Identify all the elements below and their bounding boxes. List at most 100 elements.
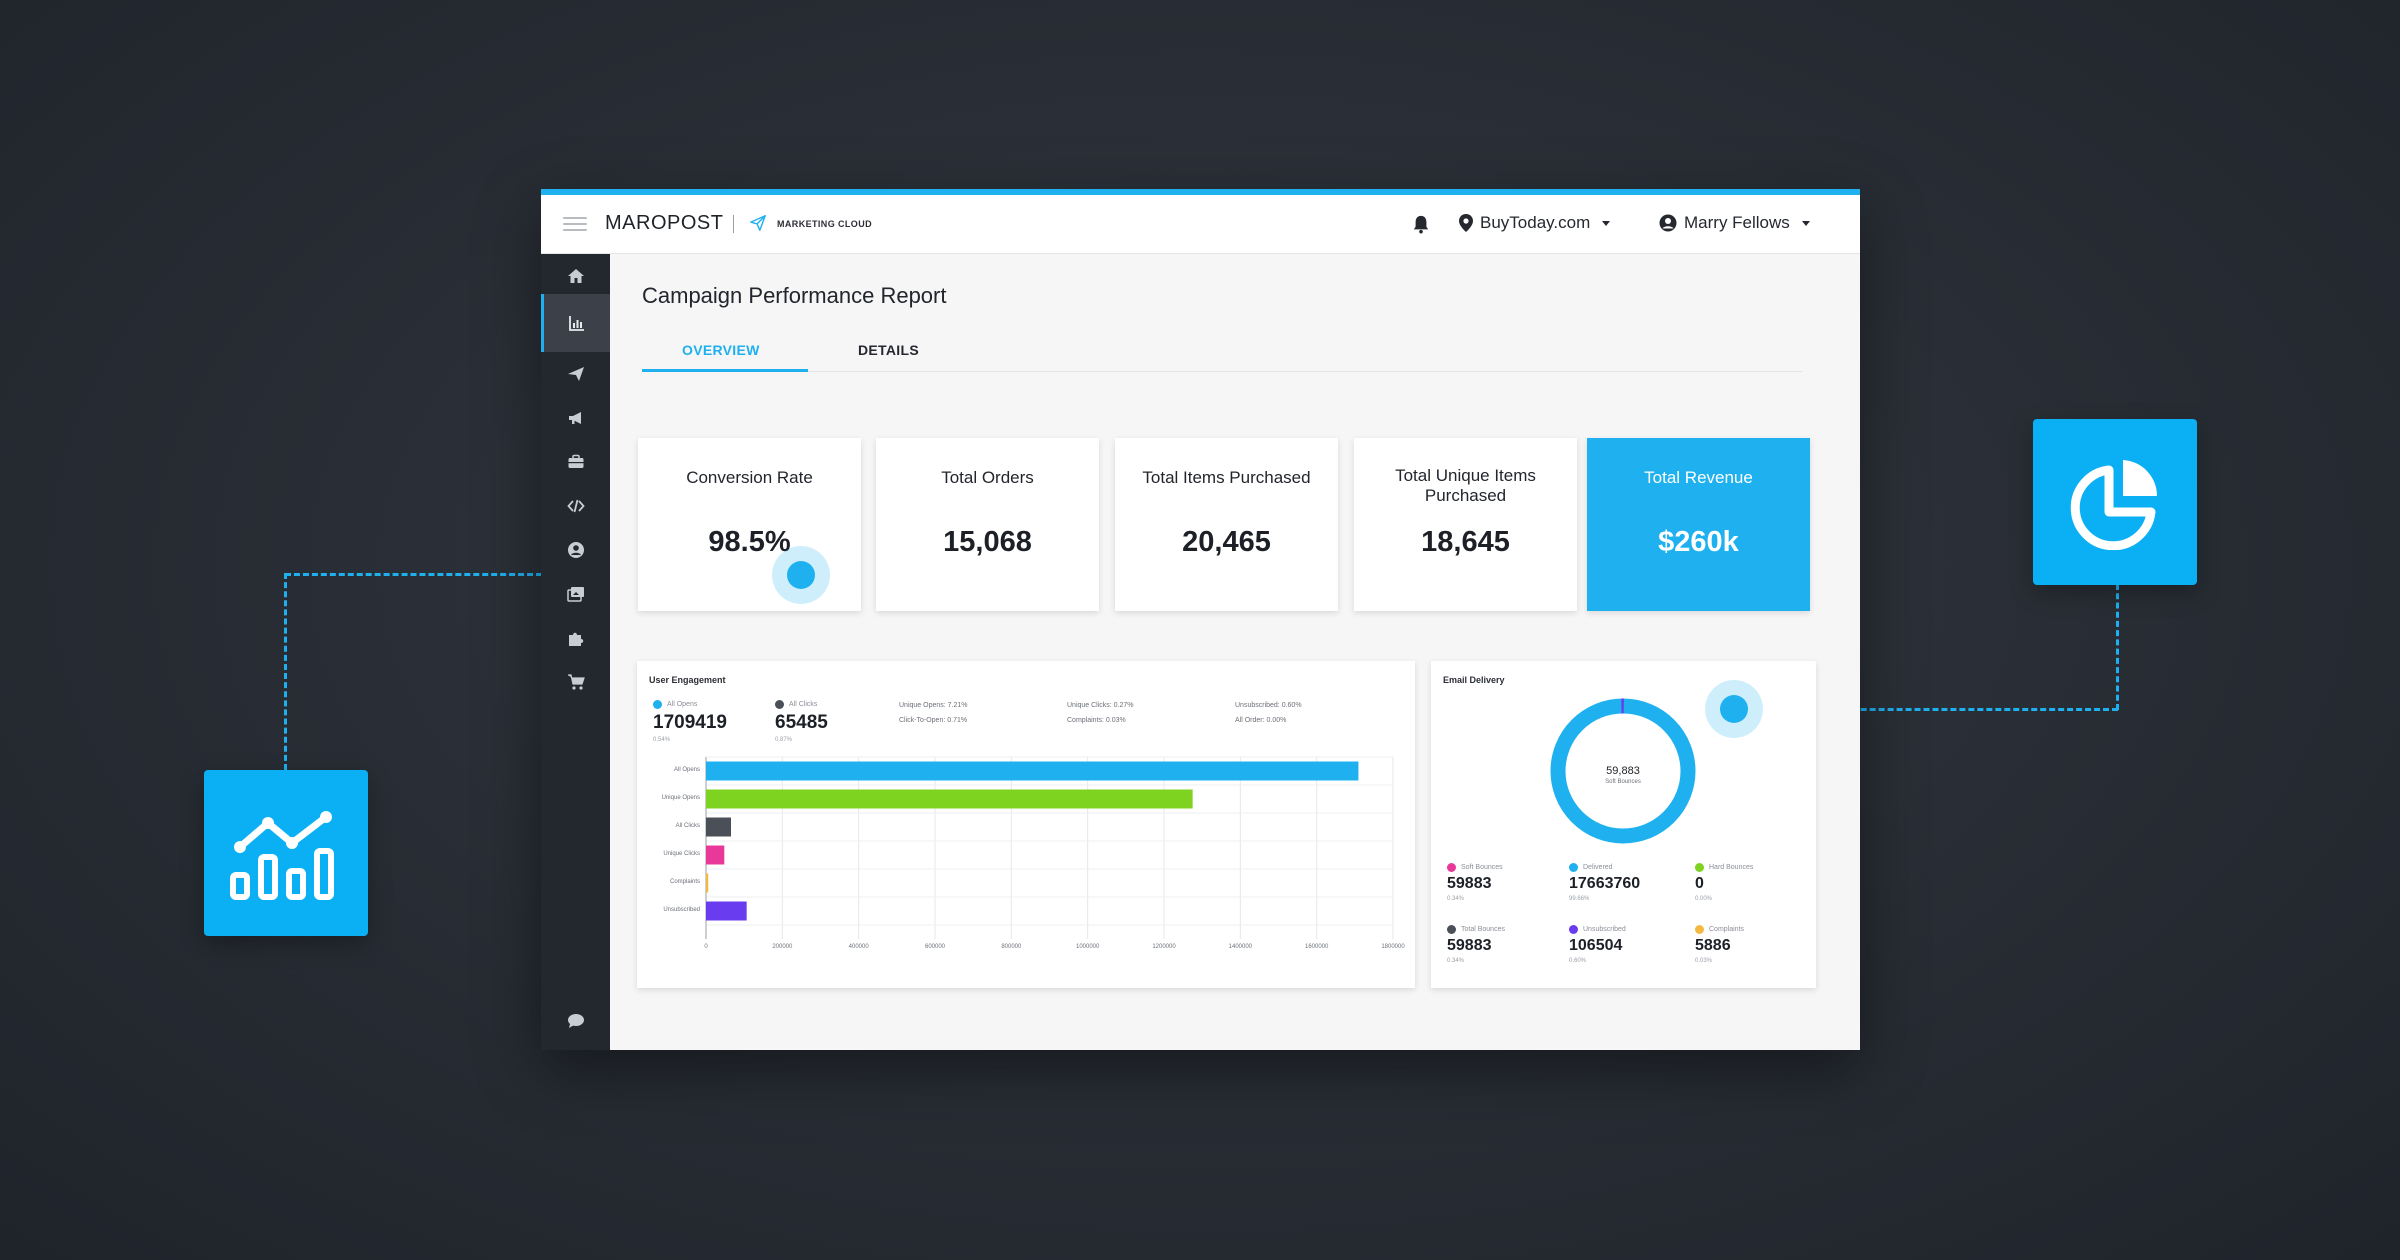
code-icon [566,499,585,513]
kpi-label: Total Revenue [1644,468,1753,487]
report-tabs: OVERVIEW DETAILS [642,332,1802,372]
delivery-stat: Delivered 17663760 99.66% [1569,863,1640,902]
x-tick-label: 1400000 [1228,944,1253,950]
location-pin-icon [1459,214,1473,232]
bar-label: Unique Clicks [663,851,700,857]
legend-dot [653,700,662,709]
menu-icon[interactable] [563,217,587,233]
bar-unique-opens[interactable] [706,789,1193,809]
account-selector[interactable]: BuyToday.com [1459,213,1611,233]
bar-label: All Clicks [675,823,700,829]
kpi-card-total-orders[interactable]: Total Orders 15,068 [876,438,1099,611]
brand-divider [733,215,734,233]
stat-label: Unsubscribed [1583,926,1626,933]
connector-line-right [1735,708,2118,711]
analytics-chart-icon [230,811,334,900]
kpi-value: 20,465 [1182,526,1271,558]
kpi-label: Conversion Rate [686,468,813,487]
stat-label: Hard Bounces [1709,864,1754,871]
legend-dot [1695,925,1704,934]
x-tick-label: 1200000 [1152,944,1176,950]
home-icon [567,269,584,283]
bell-icon[interactable] [1412,214,1430,234]
sidebar-item-code[interactable] [541,484,610,528]
highlight-pulse-right [1705,680,1763,738]
bar-all-clicks[interactable] [706,817,731,837]
x-tick-label: 0 [704,944,708,950]
briefcase-icon [568,454,583,468]
bar-unsubscribed[interactable] [706,901,747,921]
puzzle-icon [568,632,583,646]
x-tick-label: 800000 [1001,944,1022,950]
tab-overview[interactable]: OVERVIEW [682,342,760,358]
sidebar-item-integrations[interactable] [541,616,610,660]
sidebar-item-broadcast[interactable] [541,396,610,440]
donut-center-value: 59,883 [1606,765,1640,777]
delivery-stat: Unsubscribed 106504 0.60% [1569,925,1626,964]
stat-percent: 0.60% [1569,958,1587,964]
analytics-badge [204,770,368,936]
donut-center-label: Soft Bounces [1605,779,1641,785]
mini-stat: Unique Clicks: 0.27% [1067,702,1134,709]
stat-percent: 0.34% [1447,896,1465,902]
mini-stats-col2: Unique Clicks: 0.27% Complaints: 0.03% [1067,698,1134,728]
kpi-value: 15,068 [943,526,1032,558]
bar-all-opens[interactable] [706,761,1359,781]
sidebar-item-commerce[interactable] [541,660,610,704]
kpi-card-conversion-rate[interactable]: Conversion Rate 98.5% [638,438,861,611]
stat-all-opens: All Opens 1709419 0.54% [653,700,727,743]
tab-details[interactable]: DETAILS [858,342,919,358]
panel-title: User Engagement [649,675,726,685]
x-tick-label: 400000 [848,944,869,950]
chevron-down-icon [1801,220,1810,226]
stat-percent: 0.54% [653,737,671,743]
brand-logo: MAROPOST [605,212,724,234]
paper-plane-icon [750,215,766,231]
mini-stat: Click-To-Open: 0.71% [899,717,968,724]
kpi-card-total-revenue[interactable]: Total Revenue $260k [1587,438,1810,611]
kpi-card-total-items[interactable]: Total Items Purchased 20,465 [1115,438,1338,611]
sidebar-item-business[interactable] [541,440,610,484]
account-name: BuyToday.com [1480,213,1591,232]
highlight-pulse-left [772,546,830,604]
legend-dot [1447,863,1456,872]
chat-icon [567,1014,584,1028]
bar-label: Complaints [669,879,700,885]
stat-value: 1709419 [653,712,727,733]
x-tick-label: 1800000 [1381,944,1405,950]
sidebar-item-home[interactable] [541,254,610,298]
legend-dot [1447,925,1456,934]
delivery-stat: Hard Bounces 0 0.00% [1695,863,1753,902]
sidebar-item-campaigns[interactable] [541,352,610,396]
sidebar-item-contacts[interactable] [541,528,610,572]
mini-stat: Unique Opens: 7.21% [899,702,968,709]
delivery-donut-chart [1550,698,1696,844]
bar-unique-clicks[interactable] [706,845,725,865]
product-name: MARKETING CLOUD [777,219,872,229]
stat-label: All Clicks [789,701,818,708]
panel-title: Email Delivery [1443,675,1505,685]
user-menu[interactable]: Marry Fellows [1659,213,1810,233]
kpi-value: 18,645 [1421,526,1510,558]
stat-value: 65485 [775,712,828,733]
sidebar-item-reports[interactable] [541,294,610,352]
bar-complaints[interactable] [706,873,709,893]
legend-dot [1569,863,1578,872]
mini-stats-col1: Unique Opens: 7.21% Click-To-Open: 0.71% [899,698,968,728]
sidebar-item-media[interactable] [541,572,610,616]
delivery-stat: Complaints 5886 0.03% [1695,925,1744,964]
send-icon [567,367,584,381]
stat-value: 5886 [1695,937,1731,954]
stat-label: Soft Bounces [1461,864,1503,871]
sidebar-item-chat[interactable] [541,999,610,1043]
user-circle-icon [567,542,584,558]
cart-icon [567,674,585,690]
top-bar: MAROPOST MARKETING CLOUD BuyToday.com [541,195,1860,254]
kpi-card-unique-items[interactable]: Total Unique Items Purchased 18,645 [1354,438,1577,611]
stat-all-clicks: All Clicks 65485 0.87% [775,700,828,743]
bar-label: Unique Opens [661,795,700,801]
stat-percent: 0.00% [1695,896,1713,902]
kpi-value: $260k [1658,526,1739,558]
email-delivery-panel: Email Delivery 59,883 Soft Bounces Soft … [1431,661,1816,988]
x-tick-label: 200000 [772,944,793,950]
